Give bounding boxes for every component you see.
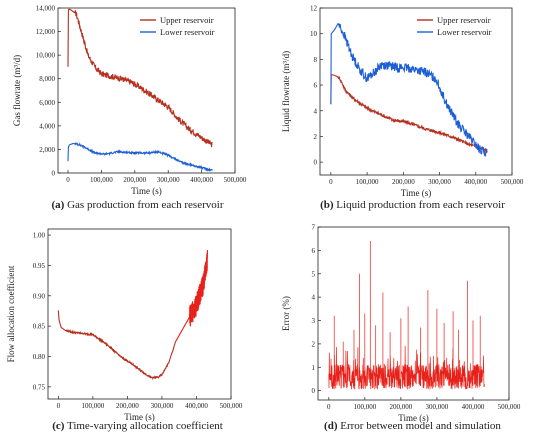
y-axis-title: Flow allocation coefficient <box>6 265 16 362</box>
x-tick-label: 100,000 <box>356 178 379 186</box>
x-tick-label: 200,000 <box>123 176 146 184</box>
y-tick-label: 4 <box>314 107 318 115</box>
x-tick-label: 400,000 <box>185 402 208 410</box>
caption-a-letter: (a) <box>51 199 65 211</box>
y-axis-title: Liquid flowrate (m³/d) <box>281 51 291 132</box>
legend-label-1: Lower reservoir <box>160 27 215 37</box>
x-tick-label: 200,000 <box>390 403 413 411</box>
y-axis-title: Error (%) <box>281 296 291 331</box>
series-line-1 <box>330 23 488 157</box>
y-tick-label: 2 <box>314 133 318 141</box>
caption-d: (d) Error between model and simulation <box>275 420 550 432</box>
caption-a-text: Gas production from each reservoir <box>67 199 224 211</box>
y-tick-label: 0.95 <box>33 262 46 270</box>
y-tick-label: 4 <box>312 294 316 302</box>
caption-b-text: Liquid production from each reservoir <box>336 199 505 211</box>
x-tick-label: 100,000 <box>82 402 105 410</box>
chart-c: 0 100,000 200,000 300,000 400,000 500,000 0.75… <box>6 228 243 422</box>
x-tick-label: 300,000 <box>426 403 449 411</box>
y-axis-title: Gas flowrate (m³/d) <box>12 55 22 126</box>
y-tick-label: 1.00 <box>33 232 46 240</box>
y-tick-label: 0 <box>52 170 56 178</box>
plot-frame <box>47 228 232 400</box>
chart-a: 0 100,000 200,000 300,000 400,000 500,000 0 2,0… <box>12 5 247 197</box>
plot-frame <box>319 7 513 176</box>
caption-d-text: Error between model and simulation <box>340 420 501 432</box>
x-tick-label: 400,000 <box>462 403 485 411</box>
y-tick-label: 8,000 <box>39 75 55 83</box>
y-tick-label: 0.75 <box>33 383 46 391</box>
legend-label-0: Upper reservoir <box>160 15 214 25</box>
x-tick-label: 300,000 <box>151 402 174 410</box>
x-tick-label: 100,000 <box>353 403 376 411</box>
x-tick-label: 500,000 <box>220 402 243 410</box>
x-tick-label: 400,000 <box>190 176 213 184</box>
x-axis-title: Time (s) <box>401 188 431 198</box>
plot-frame <box>57 7 236 174</box>
y-tick-label: 5 <box>312 270 316 278</box>
y-tick-label: 10 <box>310 30 318 38</box>
x-axis-title: Time (s) <box>398 413 428 423</box>
plot-frame <box>317 226 510 401</box>
caption-c-text: Time-varying allocation coefficient <box>66 420 223 432</box>
x-tick-label: 300,000 <box>428 178 451 186</box>
x-tick-label: 0 <box>66 176 70 184</box>
y-tick-label: 0.80 <box>33 353 46 361</box>
x-axis-title: Time (s) <box>124 412 154 422</box>
x-tick-label: 200,000 <box>392 178 415 186</box>
y-tick-label: 2 <box>312 340 316 348</box>
x-tick-label: 0 <box>329 178 333 186</box>
x-tick-label: 100,000 <box>90 176 113 184</box>
y-tick-label: 6,000 <box>39 99 55 107</box>
x-tick-label: 0 <box>57 402 61 410</box>
y-tick-label: 12 <box>310 5 318 13</box>
y-tick-label: 14,000 <box>36 5 56 13</box>
panel-d: 0 100,000 200,000 300,000 400,000 500,000 0 1 2 3… <box>275 219 550 438</box>
caption-b-letter: (b) <box>320 199 334 211</box>
panel-b: 0 100,000 200,000 300,000 400,000 500,000 0 2 4 6… <box>275 0 550 219</box>
chart-d: 0 100,000 200,000 300,000 400,000 500,000 0 1 2 3… <box>281 224 521 424</box>
caption-b: (b) Liquid production from each reservoi… <box>275 199 550 211</box>
y-tick-label: 6 <box>312 247 316 255</box>
series-line-0 <box>57 310 177 381</box>
legend-label-0: Upper reservoir <box>437 15 491 25</box>
y-tick-label: 0.90 <box>33 292 46 300</box>
y-tick-label: 4,000 <box>39 122 55 130</box>
series-line-0 <box>67 8 213 148</box>
y-tick-label: 0 <box>312 387 316 395</box>
caption-c: (c) Time-varying allocation coefficient <box>0 420 275 432</box>
series-line-1 <box>67 142 213 173</box>
x-tick-label: 200,000 <box>116 402 139 410</box>
caption-a: (a) Gas production from each reservoir <box>0 199 275 211</box>
x-tick-label: 300,000 <box>157 176 180 184</box>
y-tick-label: 0 <box>314 159 318 167</box>
x-tick-label: 500,000 <box>224 176 247 184</box>
caption-c-letter: (c) <box>52 420 65 432</box>
y-tick-label: 3 <box>312 317 316 325</box>
x-tick-label: 0 <box>327 403 331 411</box>
chart-b: 0 100,000 200,000 300,000 400,000 500,000 0 2 4 6… <box>281 5 524 199</box>
panel-a: 0 100,000 200,000 300,000 400,000 500,000 0 2,0… <box>0 0 275 219</box>
y-tick-label: 2,000 <box>39 146 55 154</box>
y-tick-label: 7 <box>312 224 316 232</box>
legend-label-1: Lower reservoir <box>437 27 492 37</box>
x-tick-label: 500,000 <box>498 403 521 411</box>
series-line-1 <box>175 249 209 342</box>
y-tick-label: 8 <box>314 56 318 64</box>
x-tick-label: 400,000 <box>464 178 487 186</box>
y-tick-label: 10,000 <box>36 52 56 60</box>
x-tick-label: 500,000 <box>501 178 524 186</box>
series-line-0 <box>330 74 488 154</box>
y-tick-label: 0.85 <box>33 323 46 331</box>
y-tick-label: 1 <box>312 364 316 372</box>
y-tick-label: 12,000 <box>36 28 56 36</box>
panel-c: 0 100,000 200,000 300,000 400,000 500,000 0.75… <box>0 219 275 438</box>
y-tick-label: 6 <box>314 82 318 90</box>
caption-d-letter: (d) <box>324 420 338 432</box>
x-axis-title: Time (s) <box>131 186 161 196</box>
series-line-0 <box>328 241 485 390</box>
